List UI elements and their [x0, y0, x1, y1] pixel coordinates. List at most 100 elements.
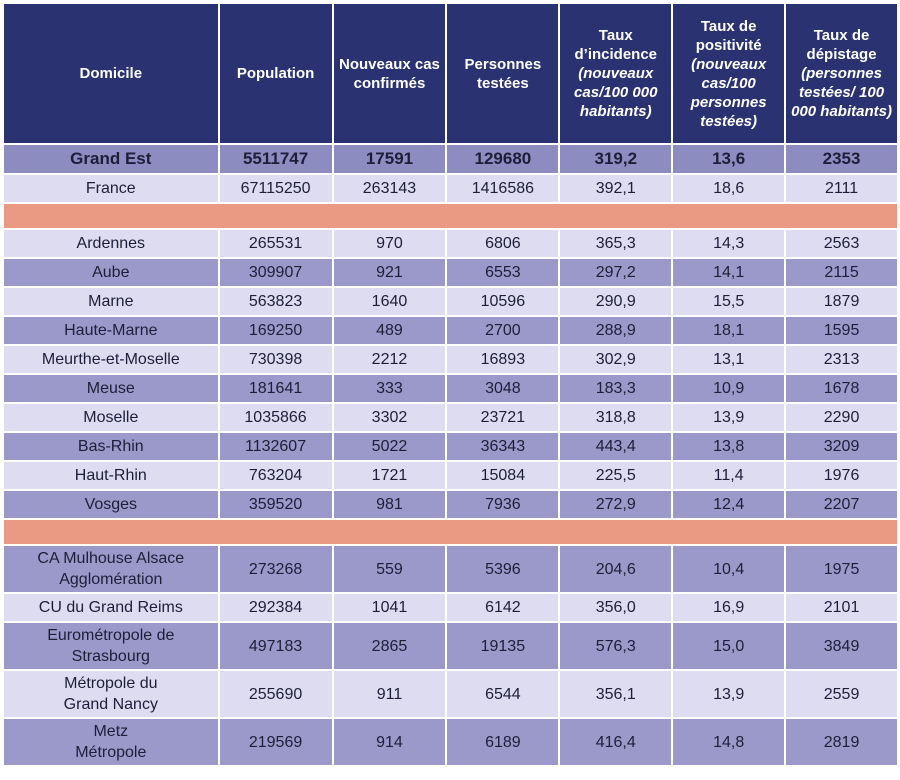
cell: 1041: [331, 592, 448, 623]
table-row: CU du Grand Reims 292384 1041 6142 356,0…: [2, 592, 899, 623]
table-row: CA Mulhouse Alsace Agglomération 273268 5…: [2, 544, 899, 594]
cell: 225,5: [558, 460, 674, 491]
table-row: Ardennes 265531 970 6806 365,3 14,3 2563: [2, 228, 899, 259]
cell: 2700: [445, 315, 561, 346]
cell: 2353: [784, 143, 899, 175]
cell: 14,1: [671, 257, 787, 288]
cell: 5022: [331, 431, 448, 462]
covid-indicators-table: Domicile Population Nouveaux cas confirm…: [2, 2, 899, 767]
cell: 18,6: [671, 173, 787, 204]
cell: 6553: [445, 257, 561, 288]
cell: 356,0: [558, 592, 674, 623]
table-row: Meuse 181641 333 3048 183,3 10,9 1678: [2, 373, 899, 404]
cell: 13,9: [671, 402, 787, 433]
cell: 489: [331, 315, 448, 346]
cell: 2563: [784, 228, 899, 259]
header-taux-incidence: Taux d’incidence (nouveaux cas/100 000 ha…: [558, 2, 674, 145]
section-separator: [2, 202, 899, 230]
cell: 2111: [784, 173, 899, 204]
cell: 3048: [445, 373, 561, 404]
cell: 16893: [445, 344, 561, 375]
cell: 17591: [331, 143, 448, 175]
cell: 1035866: [217, 402, 334, 433]
cell: 204,6: [558, 544, 674, 594]
cell: 3302: [331, 402, 448, 433]
cell: 563823: [217, 286, 334, 317]
row-name: Métropole du Grand Nancy: [2, 669, 220, 719]
cell: 559: [331, 544, 448, 594]
cell: 18,1: [671, 315, 787, 346]
cell: 3849: [784, 621, 899, 671]
cell: 290,9: [558, 286, 674, 317]
row-name: Moselle: [2, 402, 220, 433]
table-row: Bas-Rhin 1132607 5022 36343 443,4 13,8 3…: [2, 431, 899, 462]
cell: 273268: [217, 544, 334, 594]
row-name: CA Mulhouse Alsace Agglomération: [2, 544, 220, 594]
header-domicile: Domicile: [2, 2, 220, 145]
separator-cell: [2, 518, 899, 546]
cell: 181641: [217, 373, 334, 404]
cell: 309907: [217, 257, 334, 288]
cell: 333: [331, 373, 448, 404]
header-taux-positivite-sub: (nouveaux cas/100 personnes testées): [690, 55, 767, 130]
cell: 5511747: [217, 143, 334, 175]
row-name: Ardennes: [2, 228, 220, 259]
cell: 19135: [445, 621, 561, 671]
cell: 443,4: [558, 431, 674, 462]
cell: 15,0: [671, 621, 787, 671]
cell: 318,8: [558, 402, 674, 433]
cell: 2212: [331, 344, 448, 375]
cell: 921: [331, 257, 448, 288]
cell: 6544: [445, 669, 561, 719]
cell: 1678: [784, 373, 899, 404]
cell: 15084: [445, 460, 561, 491]
row-name: Eurométropole de Strasbourg: [2, 621, 220, 671]
cell: 5396: [445, 544, 561, 594]
cell: 2290: [784, 402, 899, 433]
cell: 2207: [784, 489, 899, 520]
cell: 265531: [217, 228, 334, 259]
header-nouveaux-cas: Nouveaux cas confirmés: [331, 2, 448, 145]
cell: 6806: [445, 228, 561, 259]
cell: 365,3: [558, 228, 674, 259]
cell: 67115250: [217, 173, 334, 204]
cell: 13,1: [671, 344, 787, 375]
cell: 302,9: [558, 344, 674, 375]
cell: 292384: [217, 592, 334, 623]
cell: 10596: [445, 286, 561, 317]
cell: 255690: [217, 669, 334, 719]
table-row: Vosges 359520 981 7936 272,9 12,4 2207: [2, 489, 899, 520]
cell: 23721: [445, 402, 561, 433]
row-name: Haut-Rhin: [2, 460, 220, 491]
cell: 576,3: [558, 621, 674, 671]
cell: 263143: [331, 173, 448, 204]
cell: 13,9: [671, 669, 787, 719]
cell: 219569: [217, 717, 334, 767]
cell: 1132607: [217, 431, 334, 462]
table-row: Aube 309907 921 6553 297,2 14,1 2115: [2, 257, 899, 288]
cell: 497183: [217, 621, 334, 671]
cell: 36343: [445, 431, 561, 462]
cell: 1879: [784, 286, 899, 317]
row-name: CU du Grand Reims: [2, 592, 220, 623]
row-name: Vosges: [2, 489, 220, 520]
row-name: Meuse: [2, 373, 220, 404]
cell: 272,9: [558, 489, 674, 520]
table-row: France 67115250 263143 1416586 392,1 18,…: [2, 173, 899, 204]
header-taux-depistage-sub: (personnes testées/ 100 000 habitants): [791, 65, 892, 120]
cell: 6142: [445, 592, 561, 623]
header-taux-positivite: Taux de positivité (nouveaux cas/100 pers…: [671, 2, 787, 145]
cell: 16,9: [671, 592, 787, 623]
cell: 1721: [331, 460, 448, 491]
cell: 12,4: [671, 489, 787, 520]
cell: 297,2: [558, 257, 674, 288]
table-row: Grand Est 5511747 17591 129680 319,2 13,…: [2, 143, 899, 175]
cell: 416,4: [558, 717, 674, 767]
row-name: Haute-Marne: [2, 315, 220, 346]
cell: 11,4: [671, 460, 787, 491]
cell: 7936: [445, 489, 561, 520]
cell: 730398: [217, 344, 334, 375]
row-name: Metz Métropole: [2, 717, 220, 767]
table-body: Grand Est 5511747 17591 129680 319,2 13,…: [2, 143, 899, 767]
cell: 169250: [217, 315, 334, 346]
